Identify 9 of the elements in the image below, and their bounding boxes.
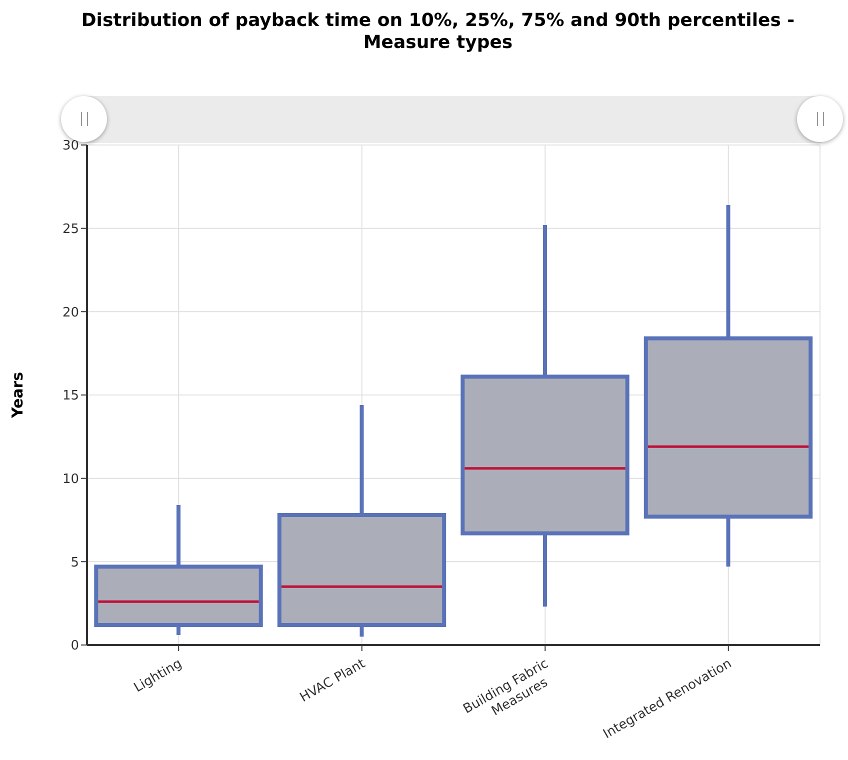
y-tick-label: 5 (70, 555, 79, 570)
y-tick-label: 30 (62, 138, 79, 154)
y-tick-label: 25 (62, 222, 79, 237)
y-tick-label: 0 (70, 638, 79, 654)
chart-title: Distribution of payback time on 10%, 25%, 75% and 90th percentiles - Measure types (80, 9, 796, 55)
y-axis-title: Years (8, 372, 26, 420)
y-tick-label: 10 (62, 472, 79, 487)
y-tick-label: 15 (62, 388, 79, 404)
y-tick-label: 20 (62, 305, 79, 320)
